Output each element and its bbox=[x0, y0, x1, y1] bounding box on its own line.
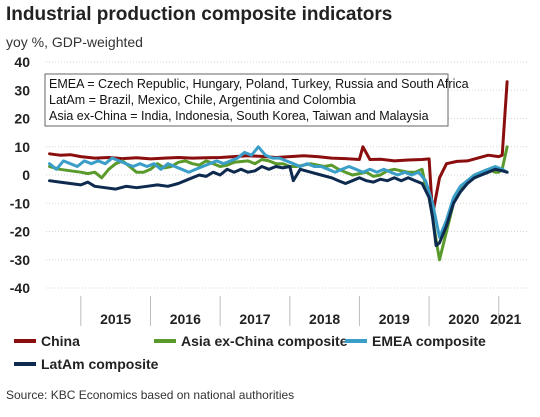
annotation-line: LatAm = Brazil, Mexico, Chile, Argentini… bbox=[49, 93, 356, 107]
x-tick-label: 2017 bbox=[239, 311, 270, 327]
chart-subtitle: yoy %, GDP-weighted bbox=[6, 34, 143, 50]
x-tick-label: 2020 bbox=[448, 311, 479, 327]
x-axis: 2015 2016 2017 2018 2019 2020 2021 bbox=[80, 296, 521, 327]
y-tick-label: 10 bbox=[14, 139, 30, 155]
y-axis: 40 30 20 10 0 -10 -20 -30 -40 bbox=[10, 54, 30, 296]
y-tick-label: -20 bbox=[10, 224, 30, 240]
x-tick-label: 2019 bbox=[379, 311, 410, 327]
series-line-latam-composite bbox=[48, 165, 509, 248]
x-tick-label: 2015 bbox=[100, 311, 131, 327]
series-line-emea-composite bbox=[48, 145, 509, 239]
y-tick-label: -40 bbox=[10, 280, 30, 296]
chart-title: Industrial production composite indicato… bbox=[6, 4, 393, 25]
x-tick-label: 2021 bbox=[490, 311, 521, 327]
y-tick-label: 40 bbox=[14, 54, 30, 70]
annotation-line: EMEA = Czech Republic, Hungary, Poland, … bbox=[49, 77, 469, 91]
y-tick-label: -30 bbox=[10, 252, 30, 268]
x-tick-label: 2018 bbox=[309, 311, 340, 327]
y-tick-label: 0 bbox=[22, 167, 30, 183]
annotation-line: Asia ex-China = India, Indonesia, South … bbox=[49, 109, 429, 123]
source-note: Source: KBC Economics based on national … bbox=[6, 388, 295, 402]
legend-label: Asia ex-China composite bbox=[181, 333, 348, 349]
series-line-china bbox=[48, 80, 509, 217]
annotation-box: EMEA = Czech Republic, Hungary, Poland, … bbox=[44, 73, 469, 127]
legend-label: EMEA composite bbox=[372, 333, 486, 349]
legend: China Asia ex-China composite EMEA composi… bbox=[14, 333, 486, 372]
x-tick-label: 2016 bbox=[170, 311, 201, 327]
legend-label: China bbox=[41, 333, 80, 349]
y-tick-label: -10 bbox=[10, 195, 30, 211]
annotation-frame bbox=[44, 73, 449, 127]
series-lines bbox=[48, 80, 509, 262]
legend-label: LatAm composite bbox=[41, 356, 159, 372]
y-tick-label: 30 bbox=[14, 82, 30, 98]
y-tick-label: 20 bbox=[14, 111, 30, 127]
